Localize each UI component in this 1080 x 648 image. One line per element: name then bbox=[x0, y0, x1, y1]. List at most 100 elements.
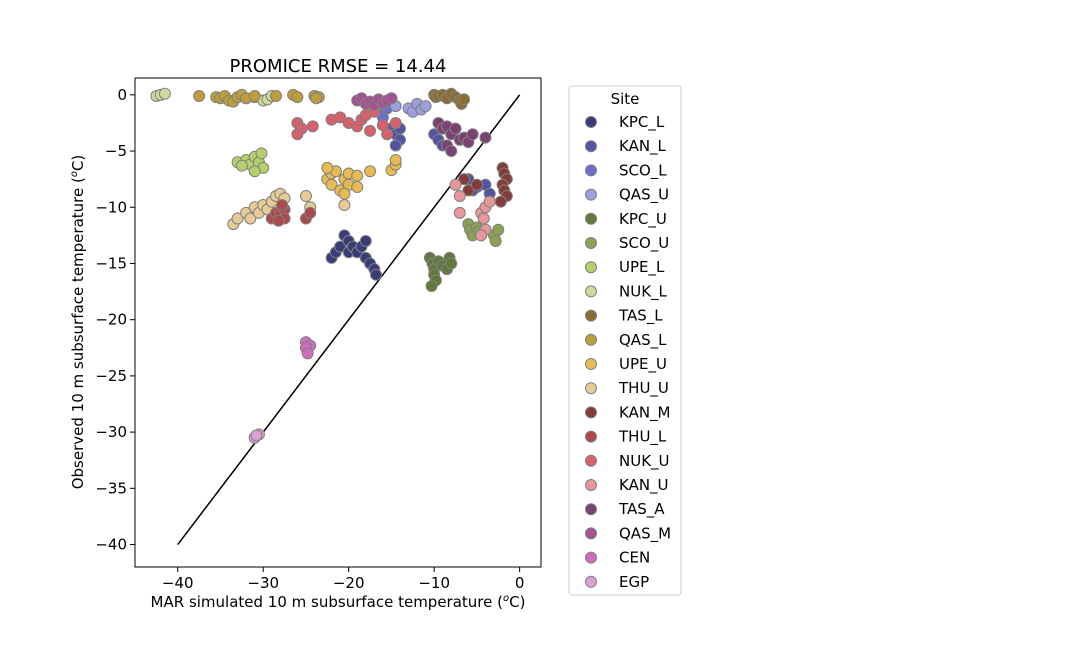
legend-label: TAS_A bbox=[618, 500, 665, 519]
legend-label: UPE_U bbox=[619, 355, 667, 374]
point-nuk-u bbox=[306, 120, 319, 133]
point-kan-u bbox=[453, 190, 466, 203]
x-tick-label: −20 bbox=[333, 574, 365, 592]
y-axis-label: Observed 10 m subsurface temperature (oC… bbox=[69, 155, 87, 490]
legend-marker bbox=[585, 406, 597, 419]
identity-line bbox=[177, 94, 521, 545]
point-thu-l bbox=[272, 214, 285, 227]
legend-label: TAS_L bbox=[618, 307, 663, 326]
point-kan-l bbox=[389, 139, 402, 152]
point-qas-l bbox=[248, 89, 261, 102]
y-axis: −40 −35 −30 −25 −20 −15 −10 −5 0 bbox=[95, 86, 135, 554]
legend-label: KAN_M bbox=[619, 403, 671, 422]
legend-marker bbox=[585, 358, 597, 370]
legend-marker bbox=[585, 237, 597, 249]
y-tick-label: −35 bbox=[95, 479, 127, 497]
legend: Site KPC_L KAN_L SCO_L QAS_U KPC_U SCO_U UPE_L… bbox=[568, 85, 682, 596]
legend-item: SCO_L bbox=[585, 161, 667, 180]
point-qas-l bbox=[193, 89, 206, 102]
legend-marker bbox=[585, 454, 597, 467]
legend-item: QAS_U bbox=[585, 186, 669, 205]
legend-label: KPC_U bbox=[619, 210, 667, 229]
point-upe-u bbox=[338, 187, 351, 200]
y-tick-label: −25 bbox=[95, 367, 127, 385]
point-kpc-l bbox=[359, 235, 372, 247]
point-kpc-u bbox=[425, 279, 438, 292]
y-tick-label: −40 bbox=[95, 536, 127, 554]
x-tick-label: −10 bbox=[418, 574, 450, 592]
point-nuk-u bbox=[334, 111, 347, 124]
legend-label: NUK_L bbox=[619, 282, 668, 301]
legend-marker bbox=[585, 575, 597, 588]
point-sco-u bbox=[492, 223, 505, 236]
legend-item: TAS_A bbox=[585, 500, 665, 519]
legend-marker bbox=[585, 382, 597, 395]
legend-item: QAS_M bbox=[585, 524, 671, 543]
legend-label: CEN bbox=[619, 549, 650, 567]
point-thu-u bbox=[231, 212, 244, 225]
y-tick-label: −30 bbox=[95, 423, 127, 441]
point-upe-u bbox=[389, 154, 402, 167]
x-tick-label: −40 bbox=[162, 574, 194, 592]
legend-marker bbox=[585, 116, 597, 128]
point-qas-l bbox=[310, 92, 323, 105]
point-nuk-u bbox=[291, 128, 304, 141]
legend-marker bbox=[585, 503, 597, 516]
point-qas-m bbox=[385, 92, 398, 105]
legend-label: THU_U bbox=[618, 379, 669, 398]
y-tick-label: −20 bbox=[95, 311, 127, 329]
legend-label: KPC_L bbox=[619, 113, 665, 132]
legend-item: THU_L bbox=[585, 428, 667, 447]
point-kan-m bbox=[462, 184, 475, 197]
x-axis: −40 −30 −20 −10 0 bbox=[162, 567, 524, 592]
y-tick-label: −5 bbox=[105, 142, 127, 160]
legend-marker bbox=[585, 261, 597, 274]
legend-item: KAN_L bbox=[585, 137, 667, 156]
point-upe-l bbox=[255, 147, 268, 160]
legend-marker bbox=[585, 333, 597, 346]
legend-marker bbox=[585, 188, 597, 201]
point-upe-u bbox=[364, 165, 377, 178]
legend-label: UPE_L bbox=[619, 258, 665, 277]
point-qas-l bbox=[291, 91, 304, 104]
point-qas-l bbox=[270, 89, 283, 102]
point-kan-u bbox=[453, 206, 466, 219]
legend-box bbox=[568, 85, 682, 596]
point-tas-l bbox=[458, 93, 471, 106]
point-nuk-u bbox=[381, 128, 394, 141]
legend-item: EGP bbox=[585, 573, 649, 591]
plot-area bbox=[134, 77, 542, 568]
point-tas-a bbox=[466, 128, 479, 141]
y-tick-label: −15 bbox=[95, 254, 127, 272]
legend-item: TAS_L bbox=[585, 307, 663, 326]
legend-item: QAS_L bbox=[585, 331, 667, 350]
legend-title: Site bbox=[611, 90, 640, 108]
point-upe-u bbox=[351, 169, 364, 182]
legend-item: KAN_U bbox=[585, 476, 669, 495]
legend-label: KAN_U bbox=[619, 476, 669, 495]
y-tick-label: −10 bbox=[95, 198, 127, 216]
legend-item: NUK_L bbox=[585, 282, 668, 301]
legend-item: SCO_U bbox=[585, 234, 669, 253]
point-thu-u bbox=[244, 212, 257, 225]
point-kan-m bbox=[458, 173, 471, 186]
legend-item: NUK_U bbox=[585, 452, 670, 471]
legend-marker bbox=[585, 479, 597, 491]
point-upe-u bbox=[351, 181, 364, 194]
legend-label: QAS_U bbox=[619, 186, 669, 205]
legend-marker bbox=[585, 430, 597, 443]
legend-item: UPE_U bbox=[585, 355, 667, 374]
legend-item: KAN_M bbox=[585, 403, 671, 422]
point-kan-u bbox=[477, 212, 490, 225]
legend-label: QAS_L bbox=[619, 331, 667, 350]
point-upe-l bbox=[248, 165, 261, 178]
x-tick-label: 0 bbox=[515, 574, 525, 592]
point-nuk-l bbox=[158, 87, 171, 100]
point-kan-m bbox=[494, 195, 507, 208]
point-kan-u bbox=[475, 229, 488, 242]
legend-marker bbox=[585, 140, 597, 153]
legend-label: EGP bbox=[619, 573, 649, 591]
legend-marker bbox=[585, 551, 597, 564]
legend-marker bbox=[585, 164, 597, 177]
